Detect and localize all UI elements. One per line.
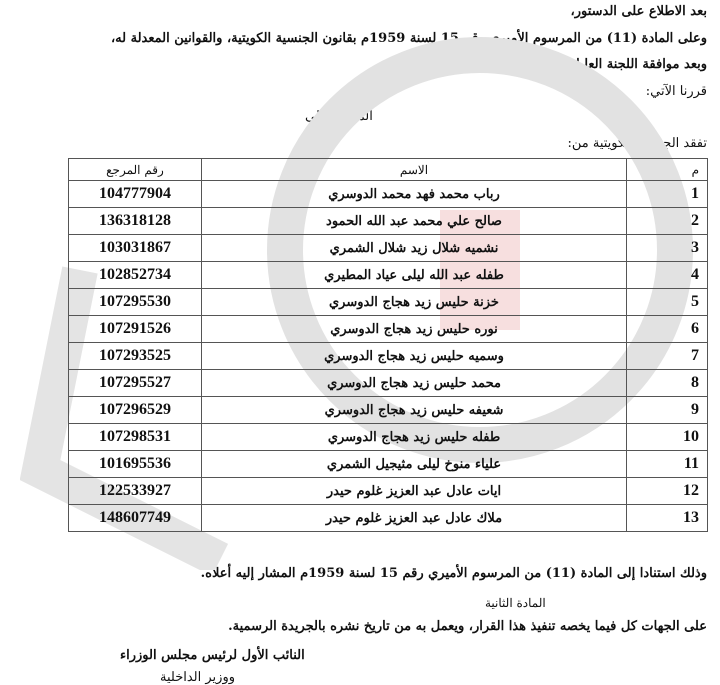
row-name: خزنة حليس زيد هجاج الدوسري — [201, 288, 627, 316]
preamble-line: وعلى المادة (11) من المرسوم الأميري رقم … — [110, 31, 707, 46]
preamble-line: قررنا الآتي: — [645, 84, 707, 99]
header-index: م — [626, 158, 708, 181]
row-name: طفله حليس زيد هجاج الدوسري — [201, 423, 627, 451]
row-name: نوره حليس زيد هجاج الدوسري — [201, 315, 627, 343]
table-row: 12 ايات عادل عبد العزيز غلوم حيدر 12253392… — [68, 477, 708, 505]
row-ref: 107295530 — [68, 288, 202, 316]
signature-subtitle: ووزير الداخلية — [160, 670, 235, 685]
article1-intro: تفقد الجنسية الكويتية من: — [567, 136, 707, 151]
table-header-row: م الاسم رقم المرجع — [68, 158, 708, 181]
table-row: 9 شعيفه حليس زيد هجاج الدوسري 107296529 — [68, 396, 708, 424]
table-row: 6 نوره حليس زيد هجاج الدوسري 107291526 — [68, 315, 708, 343]
row-name: وسميه حليس زيد هجاج الدوسري — [201, 342, 627, 370]
row-ref: 104777904 — [68, 180, 202, 208]
article1-basis: وذلك استنادا إلى المادة (11) من المرسوم … — [200, 566, 707, 581]
header-name: الاسم — [201, 158, 627, 181]
names-table: م الاسم رقم المرجع 1 رباب محمد فهد محمد ا… — [68, 158, 708, 532]
row-index: 3 — [626, 234, 708, 262]
row-index: 10 — [626, 423, 708, 451]
row-index: 7 — [626, 342, 708, 370]
table-row: 1 رباب محمد فهد محمد الدوسري 104777904 — [68, 180, 708, 208]
row-name: محمد حليس زيد هجاج الدوسري — [201, 369, 627, 397]
row-ref: 107293525 — [68, 342, 202, 370]
preamble-line: وبعد موافقة اللجنة العليا لتحقيق الجنسية… — [438, 57, 707, 72]
row-ref: 107298531 — [68, 423, 202, 451]
article1-title: المادة الأولى — [305, 109, 373, 124]
row-name: صالح علي محمد عبد الله الحمود — [201, 207, 627, 235]
row-name: ملاك عادل عبد العزيز غلوم حيدر — [201, 504, 627, 532]
row-index: 13 — [626, 504, 708, 532]
row-name: نشميه شلال زيد شلال الشمري — [201, 234, 627, 262]
row-ref: 102852734 — [68, 261, 202, 289]
row-index: 1 — [626, 180, 708, 208]
table-row: 7 وسميه حليس زيد هجاج الدوسري 107293525 — [68, 342, 708, 370]
row-name: ايات عادل عبد العزيز غلوم حيدر — [201, 477, 627, 505]
table-row: 10 طفله حليس زيد هجاج الدوسري 107298531 — [68, 423, 708, 451]
row-index: 11 — [626, 450, 708, 478]
table-row: 5 خزنة حليس زيد هجاج الدوسري 107295530 — [68, 288, 708, 316]
preamble-line: بعد الاطلاع على الدستور، — [570, 4, 707, 19]
header-ref: رقم المرجع — [68, 158, 202, 181]
row-ref: 103031867 — [68, 234, 202, 262]
row-name: طفله عبد الله ليلى عياد المطيري — [201, 261, 627, 289]
row-index: 2 — [626, 207, 708, 235]
row-index: 8 — [626, 369, 708, 397]
table-row: 3 نشميه شلال زيد شلال الشمري 103031867 — [68, 234, 708, 262]
table-row: 11 علياء منوخ ليلى مثيجيل الشمري 101695536 — [68, 450, 708, 478]
signature-title: النائب الأول لرئيس مجلس الوزراء — [120, 648, 305, 663]
table-row: 8 محمد حليس زيد هجاج الدوسري 107295527 — [68, 369, 708, 397]
row-index: 5 — [626, 288, 708, 316]
row-ref: 101695536 — [68, 450, 202, 478]
row-ref: 122533927 — [68, 477, 202, 505]
row-name: علياء منوخ ليلى مثيجيل الشمري — [201, 450, 627, 478]
row-ref: 107291526 — [68, 315, 202, 343]
row-name: رباب محمد فهد محمد الدوسري — [201, 180, 627, 208]
row-index: 12 — [626, 477, 708, 505]
row-index: 9 — [626, 396, 708, 424]
row-ref: 107296529 — [68, 396, 202, 424]
table-row: 2 صالح علي محمد عبد الله الحمود 136318128 — [68, 207, 708, 235]
row-index: 4 — [626, 261, 708, 289]
article2-text: على الجهات كل فيما يخصه تنفيذ هذا القرار… — [228, 619, 707, 634]
row-ref: 148607749 — [68, 504, 202, 532]
row-name: شعيفه حليس زيد هجاج الدوسري — [201, 396, 627, 424]
row-index: 6 — [626, 315, 708, 343]
row-ref: 136318128 — [68, 207, 202, 235]
table-row: 13 ملاك عادل عبد العزيز غلوم حيدر 14860774… — [68, 504, 708, 532]
article2-title: المادة الثانية — [485, 596, 546, 610]
table-row: 4 طفله عبد الله ليلى عياد المطيري 10285273… — [68, 261, 708, 289]
row-ref: 107295527 — [68, 369, 202, 397]
